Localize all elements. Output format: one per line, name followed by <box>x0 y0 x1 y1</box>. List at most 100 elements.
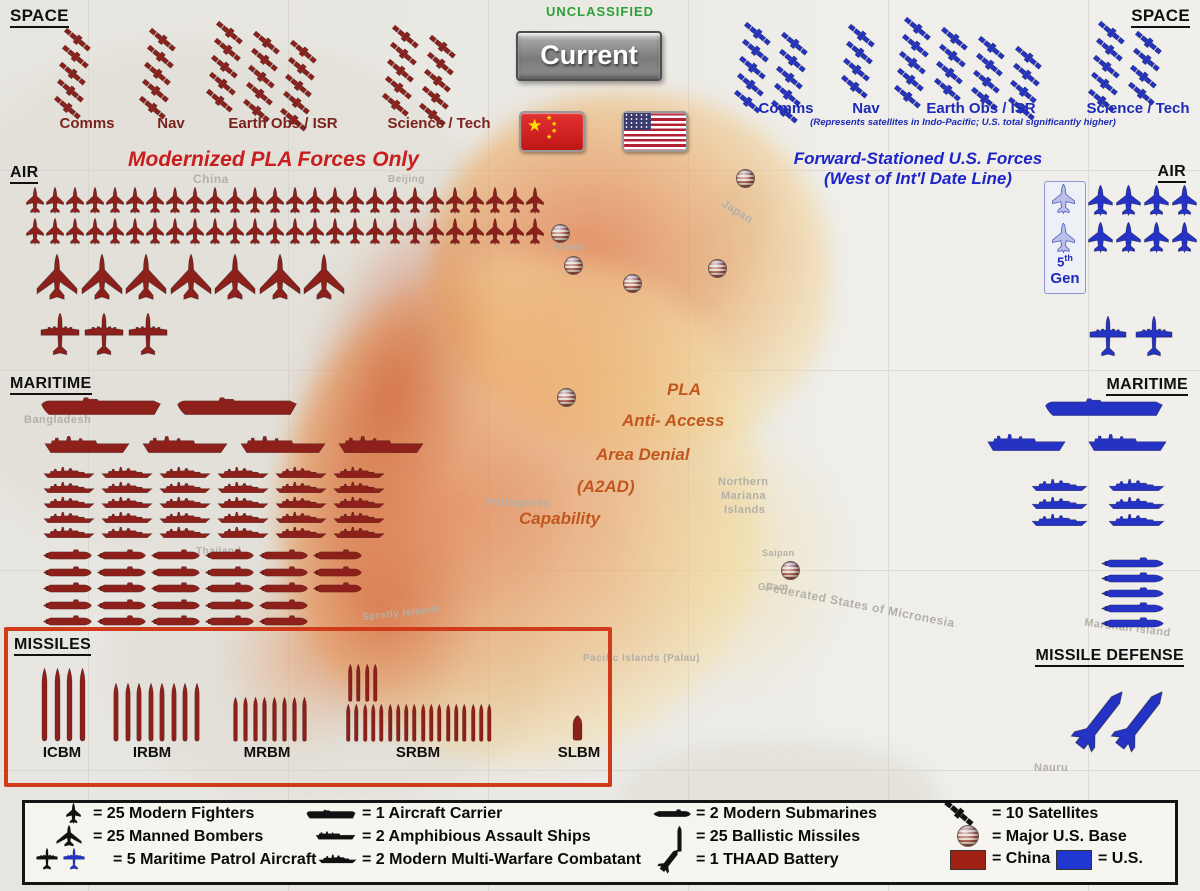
amphib-icon <box>986 431 1067 452</box>
satellite-icon <box>901 14 933 44</box>
legend <box>22 800 1178 885</box>
combatant-icon <box>159 510 211 524</box>
patrol-icon <box>40 312 80 358</box>
submarine-icon <box>150 549 200 562</box>
satellite-icon <box>778 28 810 58</box>
missile-icon <box>436 703 443 742</box>
map-label: Pacific Islands (Palau) <box>583 653 701 664</box>
satellite-icon <box>240 95 272 125</box>
fighter-icon <box>406 217 424 246</box>
satellite-icon <box>731 87 763 117</box>
missile-icon <box>252 696 259 742</box>
satellite-icon <box>245 61 277 91</box>
satellite-icon <box>899 31 931 61</box>
bomber-icon <box>303 253 345 301</box>
submarine-icon <box>42 598 92 612</box>
us-base-globe-icon <box>623 274 642 293</box>
satellite-icon <box>248 44 280 74</box>
submarine-icon <box>312 582 362 595</box>
missile-icon <box>242 696 249 742</box>
satellite-icon <box>136 93 168 123</box>
submarine-icon <box>204 598 254 612</box>
combatant-icon <box>1031 477 1088 492</box>
amphib-icon <box>337 433 425 454</box>
submarine-icon <box>150 615 200 628</box>
submarine-icon <box>150 565 200 579</box>
satellite-icon <box>936 40 968 70</box>
current-button[interactable]: Current <box>516 31 662 81</box>
maritime-header-right: MARITIME <box>1106 376 1188 396</box>
missile-icon <box>135 682 143 742</box>
missile-icon <box>281 696 288 742</box>
fighter-icon <box>386 186 404 215</box>
classification-banner: UNCLASSIFIED <box>545 4 655 19</box>
map-label: Thailand <box>196 546 242 557</box>
submarine-icon <box>96 582 146 595</box>
fighter-icon <box>126 217 144 246</box>
missile-icon <box>124 682 132 742</box>
satellite-icon <box>54 76 86 106</box>
slbm-icon <box>572 715 583 741</box>
missile-icon <box>470 703 477 742</box>
combatant-icon <box>101 510 153 524</box>
thaad-icon <box>1066 682 1134 757</box>
satellite-icon <box>938 23 970 53</box>
satellite-icon <box>56 59 88 89</box>
us-flag[interactable] <box>622 111 688 152</box>
missile-icon <box>486 703 493 742</box>
combatant-icon <box>1031 512 1088 527</box>
satellite-icon <box>250 27 282 57</box>
missile-icon <box>170 682 178 742</box>
pla-heading: Modernized PLA Forces Only <box>128 148 419 171</box>
missile-icon <box>347 663 354 702</box>
patrol-icon <box>63 847 85 871</box>
satellite-icon <box>282 71 314 101</box>
combatant-icon <box>318 853 357 864</box>
missile-icon <box>403 703 410 742</box>
map-label: China <box>193 172 229 186</box>
missile-icon <box>411 703 418 742</box>
fighter-icon <box>1144 221 1169 254</box>
fighter-icon <box>126 186 144 215</box>
fighter-icon <box>186 186 204 215</box>
fighter-icon <box>66 186 84 215</box>
us-satellite-note: (Represents satellites in Indo-Pacific; … <box>810 117 1116 128</box>
submarine-icon <box>150 582 200 595</box>
combatant-icon <box>333 525 385 539</box>
combatant-icon <box>159 525 211 539</box>
map-label: Mariana <box>721 490 767 502</box>
satellite-icon <box>1007 76 1039 106</box>
carrier-icon <box>1044 397 1164 417</box>
submarine-icon <box>204 582 254 595</box>
missile-icon <box>78 667 87 742</box>
missile-icon <box>232 696 239 742</box>
satellite-icon <box>277 105 309 135</box>
fighter-icon <box>366 217 384 246</box>
fighter-icon <box>1172 184 1197 217</box>
legend-label-us: = U.S. <box>1098 850 1143 867</box>
missile-icon <box>181 682 189 742</box>
fighter-icon <box>1116 221 1141 254</box>
star-icon: ★ <box>546 115 553 122</box>
satellite-icon <box>970 67 1002 97</box>
missile-icon <box>193 682 201 742</box>
satellite-icon <box>387 39 419 69</box>
missile-icon <box>112 682 120 742</box>
combatant-icon <box>275 480 327 494</box>
china-flag[interactable]: ★ ★ ★ ★ ★ <box>519 111 585 152</box>
combatant-icon <box>275 525 327 539</box>
fighter-icon <box>186 217 204 246</box>
satellite-icon <box>1088 69 1120 99</box>
fighter-icon <box>306 186 324 215</box>
map-gridline <box>1088 0 1089 891</box>
fighter-icon <box>466 217 484 246</box>
satellite-icon <box>768 96 800 126</box>
satellite-icon <box>211 35 243 65</box>
satellite-icon <box>61 25 93 55</box>
thaad-icon <box>1106 682 1174 757</box>
us-base-globe-icon <box>564 256 583 275</box>
missile-icon <box>387 703 394 742</box>
cn-sat-label-comms: Comms <box>59 115 115 132</box>
satellite-icon <box>1130 44 1162 74</box>
